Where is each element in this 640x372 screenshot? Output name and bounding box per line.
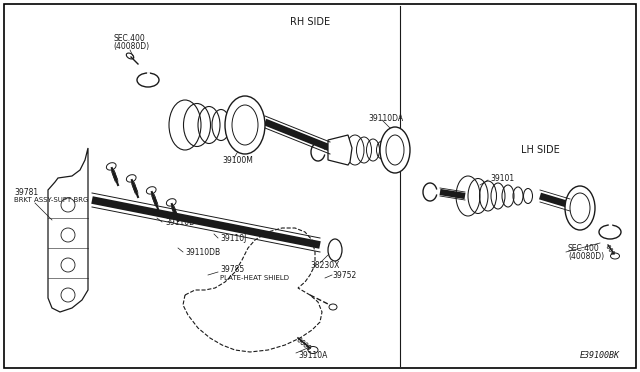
Text: SEC.400: SEC.400 [568,244,600,253]
Ellipse shape [147,187,156,194]
Text: 39110DA: 39110DA [368,113,403,122]
Ellipse shape [126,53,134,59]
Text: LH SIDE: LH SIDE [520,145,559,155]
Text: 39785: 39785 [220,266,244,275]
Text: 39110DB: 39110DB [185,247,220,257]
Text: 39781: 39781 [14,187,38,196]
Text: 39110D: 39110D [165,218,195,227]
Text: BRKT ASSY-SUPT BRG: BRKT ASSY-SUPT BRG [14,197,88,203]
Ellipse shape [386,135,404,165]
Polygon shape [328,135,352,165]
Text: (40080D): (40080D) [113,42,149,51]
Text: SEC.400: SEC.400 [113,33,145,42]
Ellipse shape [611,253,620,259]
Polygon shape [48,148,88,312]
Ellipse shape [380,127,410,173]
Ellipse shape [106,163,116,170]
Ellipse shape [308,346,318,353]
Ellipse shape [328,239,342,261]
Ellipse shape [232,105,258,145]
Text: E39100BK: E39100BK [580,350,620,359]
Text: 39110J: 39110J [220,234,246,243]
Text: 39101: 39101 [490,173,514,183]
Ellipse shape [225,96,265,154]
Text: 39752: 39752 [332,270,356,279]
Ellipse shape [329,304,337,310]
Ellipse shape [126,175,136,182]
Text: PLATE-HEAT SHIELD: PLATE-HEAT SHIELD [220,275,289,281]
Text: 39110A: 39110A [298,350,328,359]
Ellipse shape [565,186,595,230]
Ellipse shape [570,193,590,223]
Text: 38230X: 38230X [310,260,339,269]
Text: 39100M: 39100M [222,155,253,164]
Text: RH SIDE: RH SIDE [290,17,330,27]
Text: (40080D): (40080D) [568,251,604,260]
Ellipse shape [166,199,176,206]
